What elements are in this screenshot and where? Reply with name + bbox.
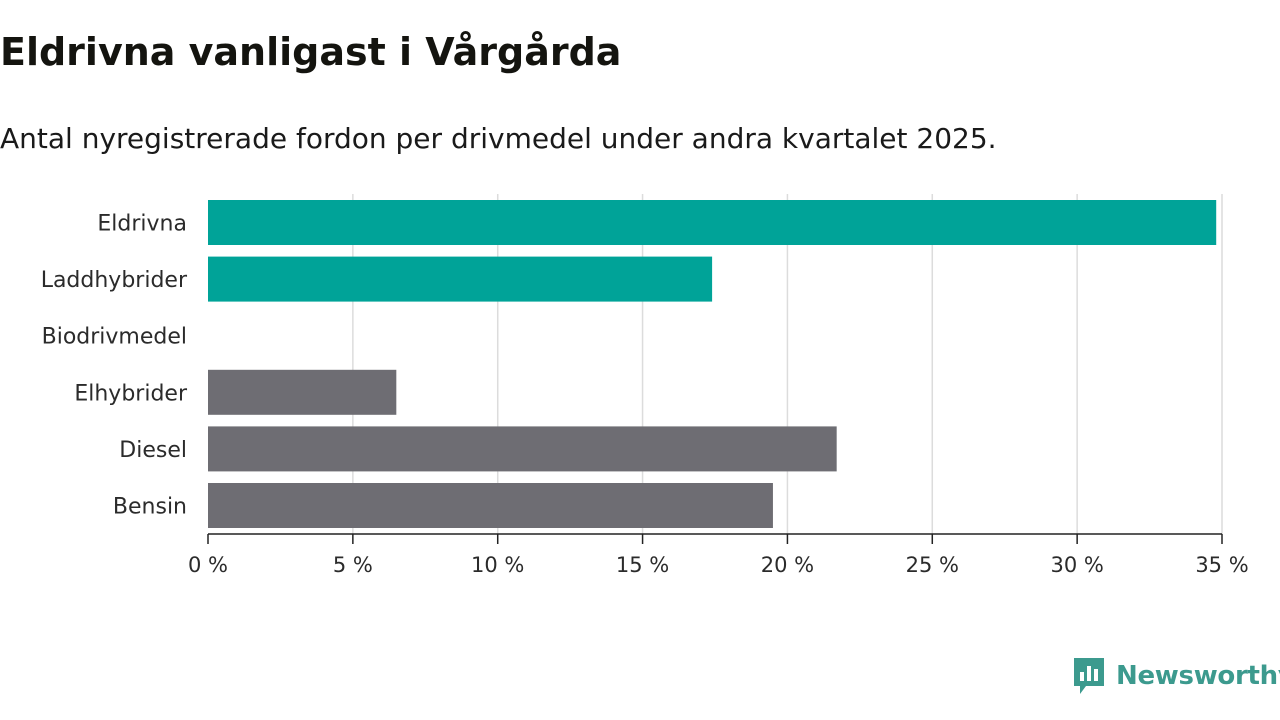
bar-diesel [208,426,837,472]
x-tick-label: 25 % [906,553,959,577]
category-label: Laddhybrider [41,268,188,293]
bar-eldrivna [208,200,1217,245]
category-labels: Eldrivna Laddhybrider Biodrivmedel Elhybrid… [41,212,188,520]
category-label: Bensin [113,495,187,520]
bar-chart: Eldrivna Laddhybrider Biodrivmedel Elhybrid… [41,194,1249,577]
category-label: Biodrivmedel [42,325,187,350]
bar-elhybrider [208,369,397,415]
newsworthy-logo-icon [1074,658,1104,694]
newsworthy-logo: Newsworthy [1072,656,1280,696]
x-tick-label: 20 % [761,553,814,577]
x-tick-label: 10 % [471,553,524,577]
chart-title: Eldrivna vanligast i Vårgårda [0,30,622,74]
category-label: Elhybrider [74,381,188,406]
x-tick-label: 35 % [1195,553,1248,577]
bar-laddhybrider [208,256,713,302]
x-axis: 0 % 5 % 10 % 15 % 20 % 25 % 30 % 35 % [188,533,1249,577]
grid-lines [352,194,1223,534]
category-label: Eldrivna [97,212,187,237]
newsworthy-logo-text: Newsworthy [1116,661,1280,691]
category-label: Diesel [119,438,187,463]
bars [208,200,1217,528]
bar-bensin [208,483,773,528]
x-tick-label: 0 % [188,553,228,577]
x-tick-label: 15 % [616,553,669,577]
x-tick-label: 5 % [333,553,373,577]
chart-subtitle: Antal nyregistrerade fordon per drivmede… [0,122,997,155]
x-tick-label: 30 % [1050,553,1103,577]
